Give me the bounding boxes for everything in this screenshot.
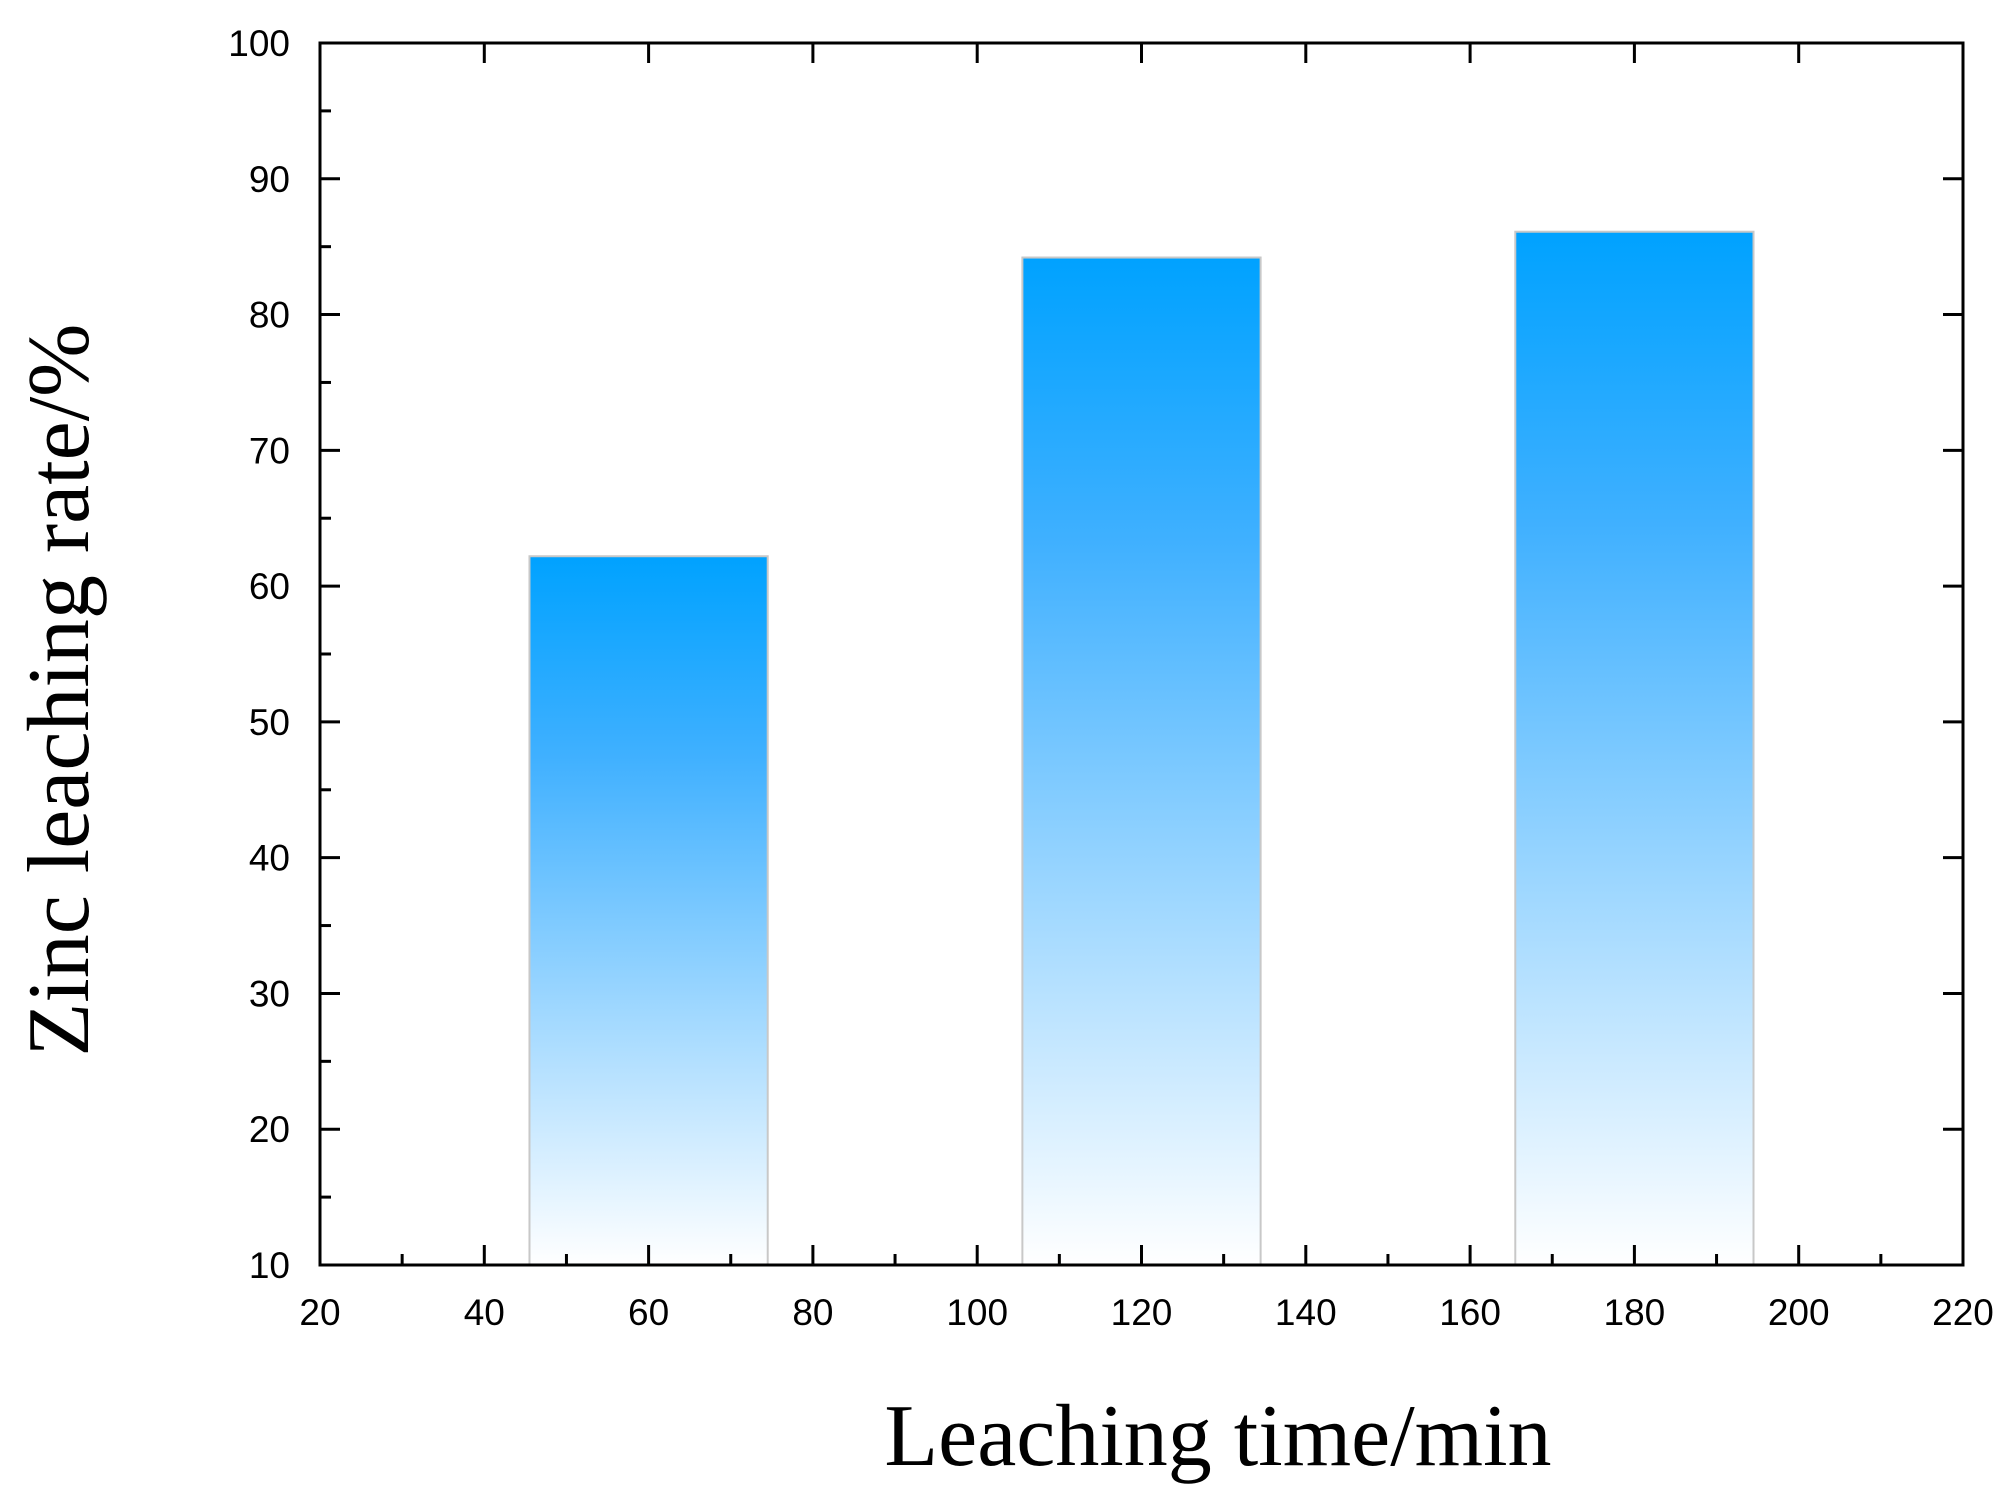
x-tick-label: 140 — [1275, 1292, 1337, 1333]
x-tick-label: 60 — [628, 1292, 669, 1333]
x-tick-label: 220 — [1932, 1292, 1994, 1333]
ticks-group: 20 40 60 80 100 120 140 160 180 200 22010203040506… — [228, 23, 1994, 1333]
y-tick-label: 50 — [249, 702, 290, 743]
bar — [1021, 256, 1262, 1267]
x-tick-label: 40 — [464, 1292, 505, 1333]
bar — [1514, 230, 1755, 1267]
y-tick-label: 70 — [249, 430, 290, 471]
y-tick-label: 80 — [249, 295, 290, 336]
y-tick-label: 30 — [249, 973, 290, 1014]
y-tick-label: 100 — [228, 23, 290, 64]
y-tick-label: 60 — [249, 566, 290, 607]
x-tick-label: 80 — [792, 1292, 833, 1333]
x-tick-label: 160 — [1439, 1292, 1501, 1333]
x-axis-title: Leaching time/min — [884, 1388, 1551, 1485]
x-tick-label: 180 — [1604, 1292, 1666, 1333]
y-tick-label: 40 — [249, 838, 290, 879]
bars-group — [528, 230, 1755, 1267]
y-tick-label: 90 — [249, 159, 290, 200]
x-tick-label: 20 — [299, 1292, 340, 1333]
y-tick-label: 10 — [249, 1245, 290, 1286]
x-tick-label: 120 — [1111, 1292, 1173, 1333]
y-tick-label: 20 — [249, 1109, 290, 1150]
y-axis-title: Zinc leaching rate/% — [11, 324, 108, 1057]
bar — [528, 555, 769, 1266]
x-tick-label: 200 — [1768, 1292, 1830, 1333]
x-tick-label: 100 — [946, 1292, 1008, 1333]
